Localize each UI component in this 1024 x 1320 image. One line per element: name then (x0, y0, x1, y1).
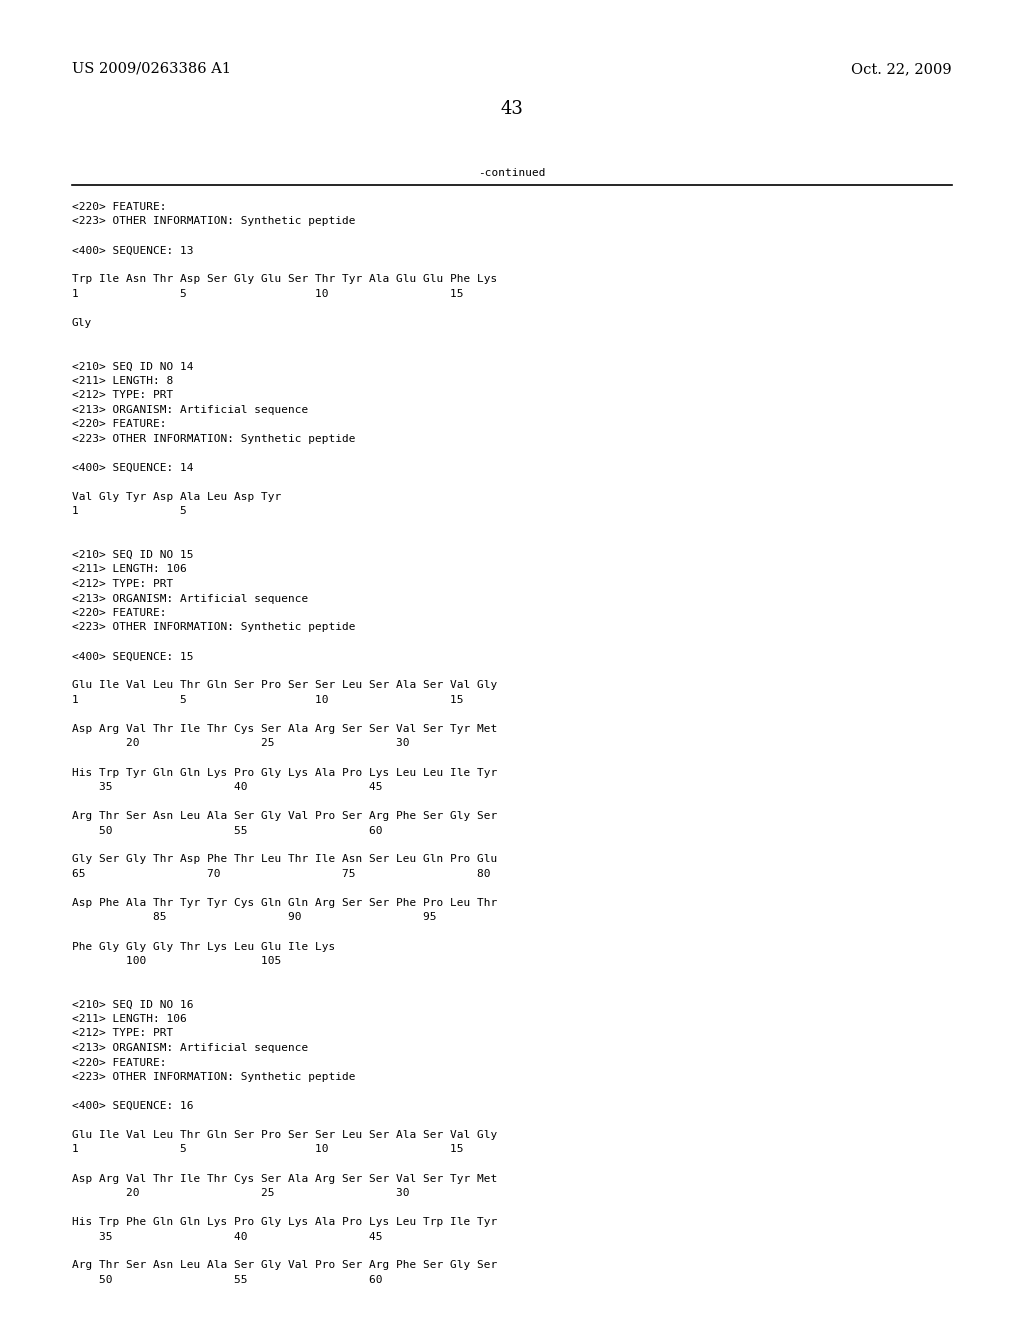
Text: 1               5: 1 5 (72, 507, 186, 516)
Text: <211> LENGTH: 106: <211> LENGTH: 106 (72, 565, 186, 574)
Text: Asp Phe Ala Thr Tyr Tyr Cys Gln Gln Arg Ser Ser Phe Pro Leu Thr: Asp Phe Ala Thr Tyr Tyr Cys Gln Gln Arg … (72, 898, 498, 908)
Text: Glu Ile Val Leu Thr Gln Ser Pro Ser Ser Leu Ser Ala Ser Val Gly: Glu Ile Val Leu Thr Gln Ser Pro Ser Ser … (72, 681, 498, 690)
Text: 20                  25                  30: 20 25 30 (72, 738, 410, 748)
Text: <213> ORGANISM: Artificial sequence: <213> ORGANISM: Artificial sequence (72, 405, 308, 414)
Text: 43: 43 (501, 100, 523, 117)
Text: Val Gly Tyr Asp Ala Leu Asp Tyr: Val Gly Tyr Asp Ala Leu Asp Tyr (72, 492, 282, 502)
Text: <212> TYPE: PRT: <212> TYPE: PRT (72, 1028, 173, 1039)
Text: <400> SEQUENCE: 15: <400> SEQUENCE: 15 (72, 652, 194, 661)
Text: His Trp Phe Gln Gln Lys Pro Gly Lys Ala Pro Lys Leu Trp Ile Tyr: His Trp Phe Gln Gln Lys Pro Gly Lys Ala … (72, 1217, 498, 1228)
Text: 35                  40                  45: 35 40 45 (72, 1232, 383, 1242)
Text: <223> OTHER INFORMATION: Synthetic peptide: <223> OTHER INFORMATION: Synthetic pepti… (72, 1072, 355, 1082)
Text: <220> FEATURE:: <220> FEATURE: (72, 609, 167, 618)
Text: <213> ORGANISM: Artificial sequence: <213> ORGANISM: Artificial sequence (72, 1043, 308, 1053)
Text: <223> OTHER INFORMATION: Synthetic peptide: <223> OTHER INFORMATION: Synthetic pepti… (72, 623, 355, 632)
Text: Gly Ser Gly Thr Asp Phe Thr Leu Thr Ile Asn Ser Leu Gln Pro Glu: Gly Ser Gly Thr Asp Phe Thr Leu Thr Ile … (72, 854, 498, 865)
Text: <211> LENGTH: 106: <211> LENGTH: 106 (72, 1014, 186, 1024)
Text: <212> TYPE: PRT: <212> TYPE: PRT (72, 579, 173, 589)
Text: 20                  25                  30: 20 25 30 (72, 1188, 410, 1199)
Text: Arg Thr Ser Asn Leu Ala Ser Gly Val Pro Ser Arg Phe Ser Gly Ser: Arg Thr Ser Asn Leu Ala Ser Gly Val Pro … (72, 810, 498, 821)
Text: 85                  90                  95: 85 90 95 (72, 912, 436, 923)
Text: Arg Thr Ser Asn Leu Ala Ser Gly Val Pro Ser Arg Phe Ser Gly Ser: Arg Thr Ser Asn Leu Ala Ser Gly Val Pro … (72, 1261, 498, 1270)
Text: 1               5                   10                  15: 1 5 10 15 (72, 696, 464, 705)
Text: <223> OTHER INFORMATION: Synthetic peptide: <223> OTHER INFORMATION: Synthetic pepti… (72, 434, 355, 444)
Text: Asp Arg Val Thr Ile Thr Cys Ser Ala Arg Ser Ser Val Ser Tyr Met: Asp Arg Val Thr Ile Thr Cys Ser Ala Arg … (72, 1173, 498, 1184)
Text: 65                  70                  75                  80: 65 70 75 80 (72, 869, 490, 879)
Text: Oct. 22, 2009: Oct. 22, 2009 (851, 62, 952, 77)
Text: <212> TYPE: PRT: <212> TYPE: PRT (72, 391, 173, 400)
Text: US 2009/0263386 A1: US 2009/0263386 A1 (72, 62, 231, 77)
Text: <400> SEQUENCE: 16: <400> SEQUENCE: 16 (72, 1101, 194, 1111)
Text: 100                 105: 100 105 (72, 956, 282, 966)
Text: 50                  55                  60: 50 55 60 (72, 825, 383, 836)
Text: 1               5                   10                  15: 1 5 10 15 (72, 1144, 464, 1155)
Text: <210> SEQ ID NO 14: <210> SEQ ID NO 14 (72, 362, 194, 371)
Text: <220> FEATURE:: <220> FEATURE: (72, 1057, 167, 1068)
Text: <211> LENGTH: 8: <211> LENGTH: 8 (72, 376, 173, 385)
Text: His Trp Tyr Gln Gln Lys Pro Gly Lys Ala Pro Lys Leu Leu Ile Tyr: His Trp Tyr Gln Gln Lys Pro Gly Lys Ala … (72, 767, 498, 777)
Text: <220> FEATURE:: <220> FEATURE: (72, 202, 167, 213)
Text: Trp Ile Asn Thr Asp Ser Gly Glu Ser Thr Tyr Ala Glu Glu Phe Lys: Trp Ile Asn Thr Asp Ser Gly Glu Ser Thr … (72, 275, 498, 285)
Text: Glu Ile Val Leu Thr Gln Ser Pro Ser Ser Leu Ser Ala Ser Val Gly: Glu Ile Val Leu Thr Gln Ser Pro Ser Ser … (72, 1130, 498, 1140)
Text: Asp Arg Val Thr Ile Thr Cys Ser Ala Arg Ser Ser Val Ser Tyr Met: Asp Arg Val Thr Ile Thr Cys Ser Ala Arg … (72, 723, 498, 734)
Text: 1               5                   10                  15: 1 5 10 15 (72, 289, 464, 300)
Text: 35                  40                  45: 35 40 45 (72, 781, 383, 792)
Text: <210> SEQ ID NO 16: <210> SEQ ID NO 16 (72, 999, 194, 1010)
Text: <400> SEQUENCE: 13: <400> SEQUENCE: 13 (72, 246, 194, 256)
Text: <400> SEQUENCE: 14: <400> SEQUENCE: 14 (72, 463, 194, 473)
Text: <223> OTHER INFORMATION: Synthetic peptide: <223> OTHER INFORMATION: Synthetic pepti… (72, 216, 355, 227)
Text: Gly: Gly (72, 318, 92, 327)
Text: <213> ORGANISM: Artificial sequence: <213> ORGANISM: Artificial sequence (72, 594, 308, 603)
Text: <210> SEQ ID NO 15: <210> SEQ ID NO 15 (72, 550, 194, 560)
Text: -continued: -continued (478, 168, 546, 178)
Text: Phe Gly Gly Gly Thr Lys Leu Glu Ile Lys: Phe Gly Gly Gly Thr Lys Leu Glu Ile Lys (72, 941, 335, 952)
Text: 50                  55                  60: 50 55 60 (72, 1275, 383, 1284)
Text: <220> FEATURE:: <220> FEATURE: (72, 420, 167, 429)
